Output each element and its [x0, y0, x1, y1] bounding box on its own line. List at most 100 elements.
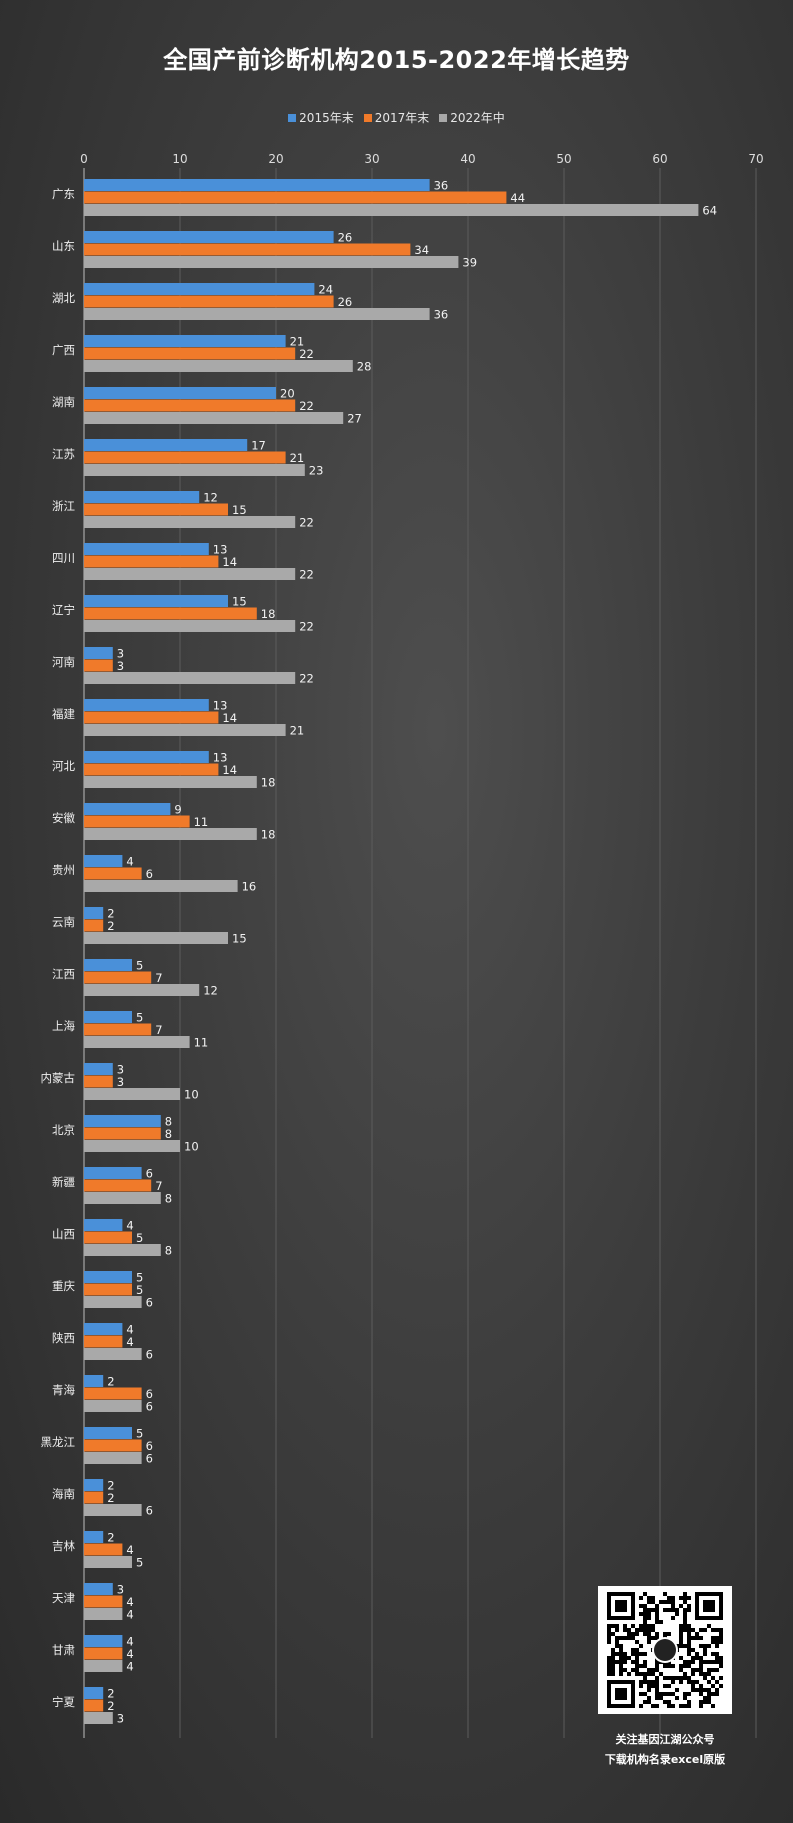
qr-module — [687, 1604, 691, 1608]
bar-0 — [84, 387, 276, 399]
qr-module — [607, 1672, 611, 1676]
qr-module — [655, 1680, 659, 1684]
category-label: 江苏 — [52, 447, 75, 461]
qr-module — [643, 1612, 647, 1616]
qr-module — [623, 1636, 627, 1640]
qr-module — [671, 1604, 675, 1608]
bar-1 — [84, 1387, 142, 1400]
qr-module — [639, 1704, 643, 1708]
bar-2 — [84, 1348, 142, 1360]
data-label: 3 — [117, 1062, 124, 1076]
qr-module — [671, 1596, 675, 1600]
bar-2 — [84, 1192, 161, 1204]
qr-module — [647, 1596, 651, 1600]
qr-module — [611, 1632, 615, 1636]
qr-module — [679, 1644, 683, 1648]
qr-module — [691, 1648, 695, 1652]
data-label: 22 — [299, 347, 314, 361]
qr-module — [643, 1676, 647, 1680]
qr-module — [687, 1632, 691, 1636]
qr-module — [635, 1668, 639, 1672]
data-label: 6 — [146, 1503, 153, 1517]
data-label: 4 — [126, 1218, 133, 1232]
data-label: 5 — [136, 1283, 143, 1297]
qr-module — [687, 1636, 691, 1640]
category-label: 吉林 — [52, 1539, 75, 1553]
qr-module — [699, 1700, 703, 1704]
bar-1 — [84, 659, 113, 672]
bar-1 — [84, 1543, 123, 1556]
qr-module — [635, 1648, 639, 1652]
bar-1 — [84, 1491, 104, 1504]
qr-module — [631, 1660, 635, 1664]
qr-module — [647, 1624, 651, 1628]
qr-module — [703, 1644, 707, 1648]
qr-module — [715, 1656, 719, 1660]
data-label: 3 — [117, 646, 124, 660]
qr-module — [695, 1636, 699, 1640]
qr-module — [707, 1692, 711, 1696]
qr-module — [679, 1668, 683, 1672]
qr-module — [623, 1656, 627, 1660]
qr-module — [619, 1664, 623, 1668]
qr-module — [635, 1664, 639, 1668]
qr-module — [683, 1620, 687, 1624]
qr-module — [699, 1644, 703, 1648]
qr-module — [615, 1660, 619, 1664]
qr-module — [659, 1692, 663, 1696]
qr-module — [619, 1652, 623, 1656]
category-label: 云南 — [52, 915, 75, 929]
bar-1 — [84, 1023, 152, 1036]
qr-module — [667, 1600, 671, 1604]
qr-module — [695, 1652, 699, 1656]
qr-module — [675, 1612, 679, 1616]
qr-module — [607, 1664, 611, 1668]
data-label: 17 — [251, 438, 266, 452]
data-label: 12 — [203, 490, 218, 504]
data-label: 3 — [117, 1075, 124, 1089]
qr-module — [679, 1676, 683, 1680]
qr-module — [711, 1684, 715, 1688]
legend-swatch-0 — [288, 113, 297, 122]
bar-2 — [84, 672, 296, 684]
qr-module — [699, 1636, 703, 1640]
qr-module — [639, 1664, 643, 1668]
data-label: 2 — [107, 906, 114, 920]
data-label: 13 — [213, 698, 228, 712]
qr-module — [651, 1704, 655, 1708]
data-label: 6 — [146, 1387, 153, 1401]
qr-module — [651, 1684, 655, 1688]
qr-module — [663, 1632, 667, 1636]
qr-module — [611, 1656, 615, 1660]
qr-module — [671, 1680, 675, 1684]
qr-module — [687, 1644, 691, 1648]
qr-module — [695, 1680, 699, 1684]
x-tick-label: 10 — [172, 152, 187, 166]
data-label: 4 — [126, 1659, 133, 1673]
qr-module — [671, 1664, 675, 1668]
chart-title: 全国产前诊断机构2015-2022年增长趋势 — [163, 46, 630, 74]
qr-module — [679, 1664, 683, 1668]
data-label: 2 — [107, 1491, 114, 1505]
qr-module — [691, 1660, 695, 1664]
category-label: 浙江 — [52, 499, 75, 513]
bar-0 — [84, 751, 209, 763]
qr-module — [663, 1608, 667, 1612]
qr-module — [643, 1700, 647, 1704]
data-label: 2 — [107, 1478, 114, 1492]
qr-module — [655, 1676, 659, 1680]
category-label: 江西 — [52, 967, 75, 981]
qr-module — [687, 1640, 691, 1644]
qr-module — [651, 1680, 655, 1684]
data-label: 4 — [126, 1595, 133, 1609]
qr-module — [655, 1608, 659, 1612]
qr-module — [619, 1660, 623, 1664]
qr-module — [711, 1668, 715, 1672]
x-tick-label: 40 — [460, 152, 475, 166]
qr-finder-inner — [703, 1600, 715, 1612]
bar-1 — [84, 815, 190, 828]
bar-1 — [84, 1179, 152, 1192]
qr-module — [719, 1684, 723, 1688]
qr-module — [687, 1664, 691, 1668]
qr-module — [687, 1648, 691, 1652]
